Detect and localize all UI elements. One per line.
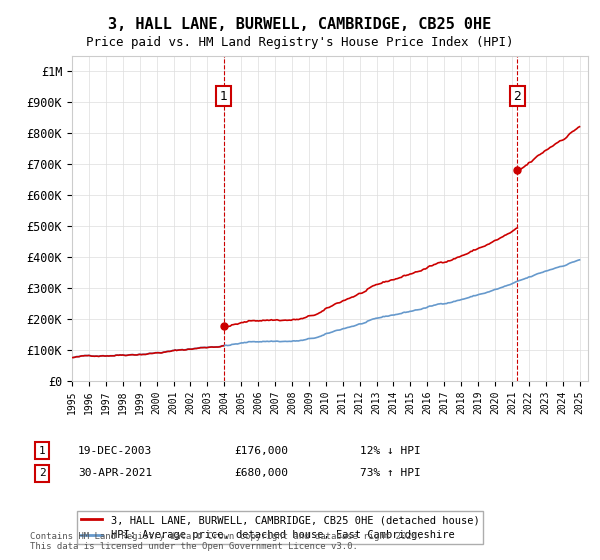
Text: 2: 2 (38, 468, 46, 478)
Text: 2: 2 (514, 90, 521, 102)
Text: Contains HM Land Registry data © Crown copyright and database right 2024.
This d: Contains HM Land Registry data © Crown c… (30, 532, 422, 552)
Text: £680,000: £680,000 (234, 468, 288, 478)
Text: 12% ↓ HPI: 12% ↓ HPI (360, 446, 421, 456)
Text: 3, HALL LANE, BURWELL, CAMBRIDGE, CB25 0HE: 3, HALL LANE, BURWELL, CAMBRIDGE, CB25 0… (109, 17, 491, 32)
Text: 1: 1 (220, 90, 227, 102)
Text: 19-DEC-2003: 19-DEC-2003 (78, 446, 152, 456)
Legend: 3, HALL LANE, BURWELL, CAMBRIDGE, CB25 0HE (detached house), HPI: Average price,: 3, HALL LANE, BURWELL, CAMBRIDGE, CB25 0… (77, 511, 484, 544)
Text: 1: 1 (38, 446, 46, 456)
Text: £176,000: £176,000 (234, 446, 288, 456)
Text: Price paid vs. HM Land Registry's House Price Index (HPI): Price paid vs. HM Land Registry's House … (86, 36, 514, 49)
Text: 30-APR-2021: 30-APR-2021 (78, 468, 152, 478)
Text: 73% ↑ HPI: 73% ↑ HPI (360, 468, 421, 478)
